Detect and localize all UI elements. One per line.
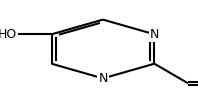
Text: N: N: [150, 28, 159, 41]
Text: HO: HO: [0, 28, 17, 41]
Text: N: N: [98, 72, 108, 85]
